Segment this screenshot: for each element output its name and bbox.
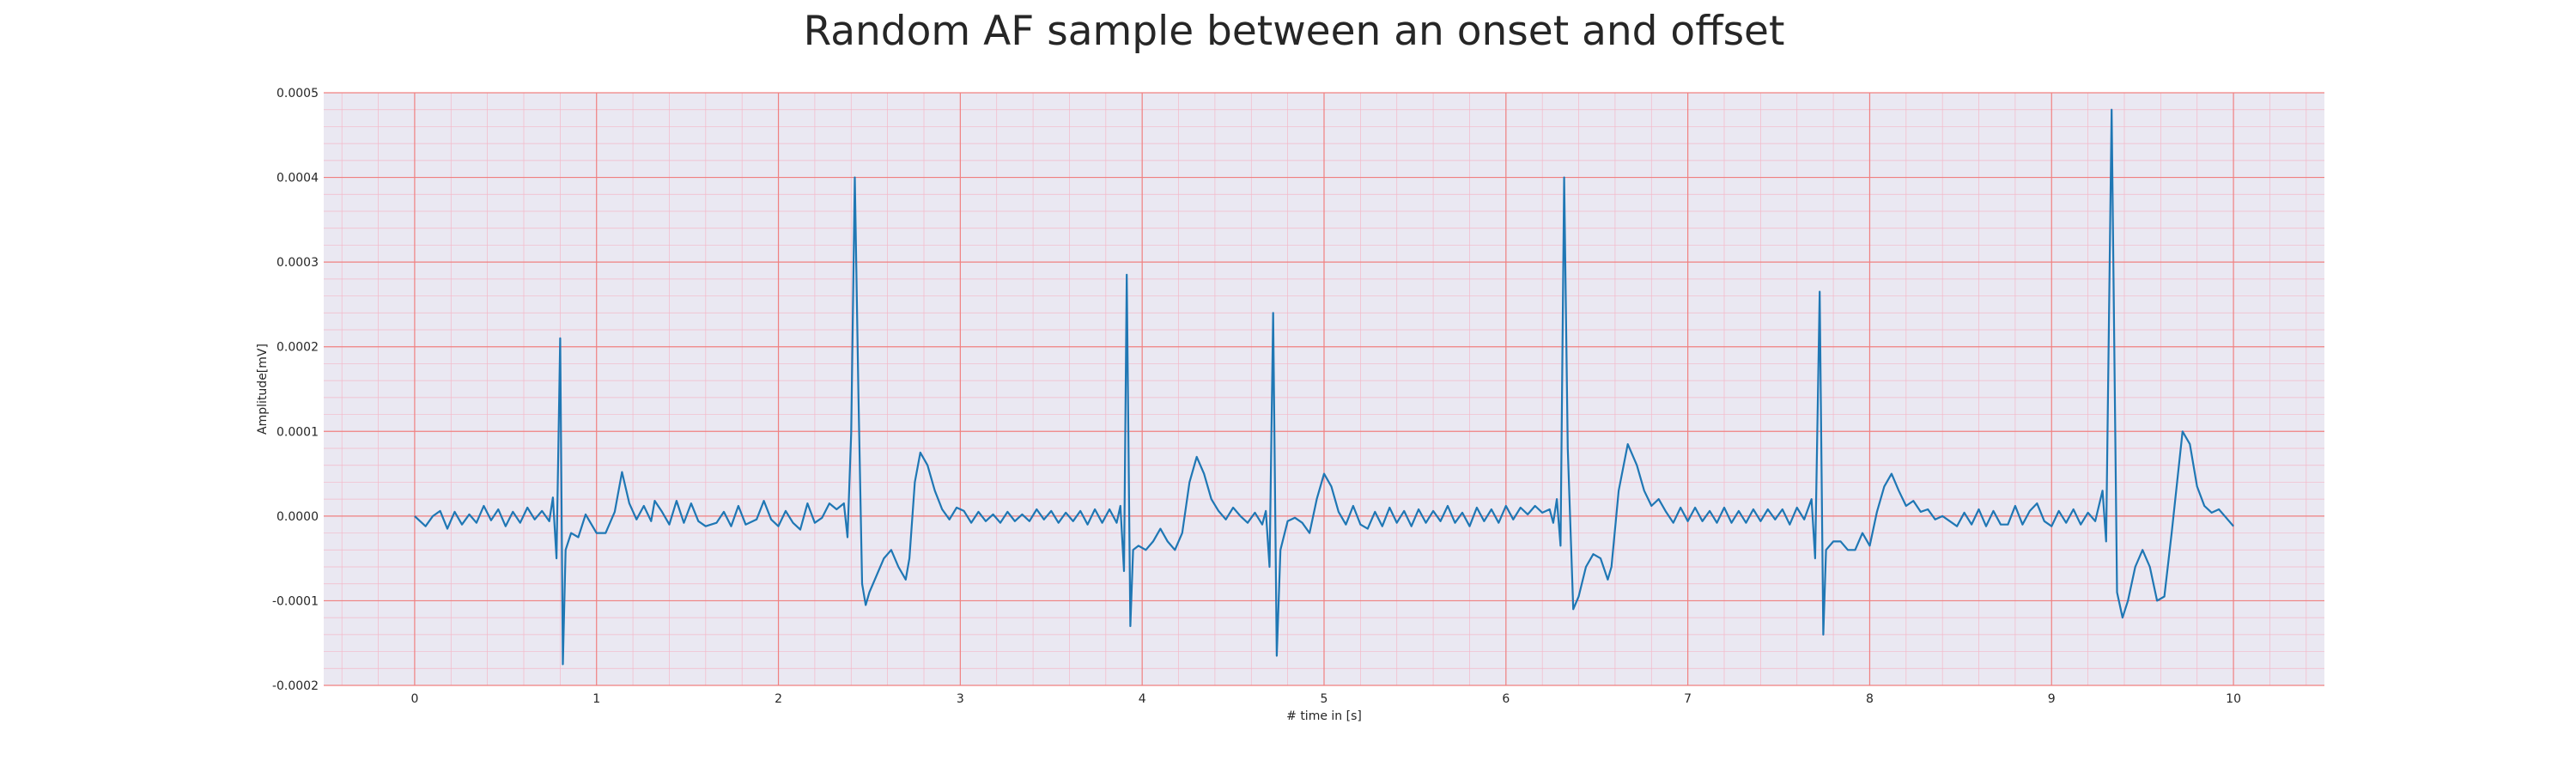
x-axis-label: # time in [s]	[1286, 709, 1362, 723]
y-tick-label: 0.0002	[276, 341, 319, 355]
y-tick-label: 0.0000	[276, 510, 319, 524]
x-tick-label: 10	[2226, 692, 2241, 706]
x-tick-label: 3	[957, 692, 964, 706]
y-tick-label: 0.0004	[276, 172, 319, 186]
y-axis-label: Amplitude[mV]	[256, 344, 270, 435]
x-tick-label: 4	[1139, 692, 1146, 706]
ecg-series-line	[414, 108, 2234, 666]
y-tick-label: -0.0001	[272, 594, 319, 608]
x-tick-label: 0	[410, 692, 418, 706]
x-tick-label: 6	[1502, 692, 1510, 706]
y-tick-label: -0.0002	[272, 679, 319, 693]
y-tick-label: 0.0001	[276, 425, 319, 439]
x-tick-label: 2	[775, 692, 782, 706]
y-tick-label: 0.0003	[276, 256, 319, 270]
x-tick-label: 9	[2048, 692, 2056, 706]
x-tick-label: 1	[592, 692, 600, 706]
y-axis-ticks: -0.0002 -0.0001 0.0000 0.0001 0.0002 0.0003 0.…	[272, 87, 319, 693]
chart-title: Random AF sample between an onset and of…	[804, 8, 1785, 55]
x-axis-ticks: 0 1 2 3 4 5 6 7 8 9 10	[410, 692, 2241, 706]
x-tick-label: 5	[1321, 692, 1328, 706]
x-tick-label: 7	[1684, 692, 1692, 706]
y-tick-label: 0.0005	[276, 87, 319, 100]
x-tick-label: 8	[1866, 692, 1874, 706]
